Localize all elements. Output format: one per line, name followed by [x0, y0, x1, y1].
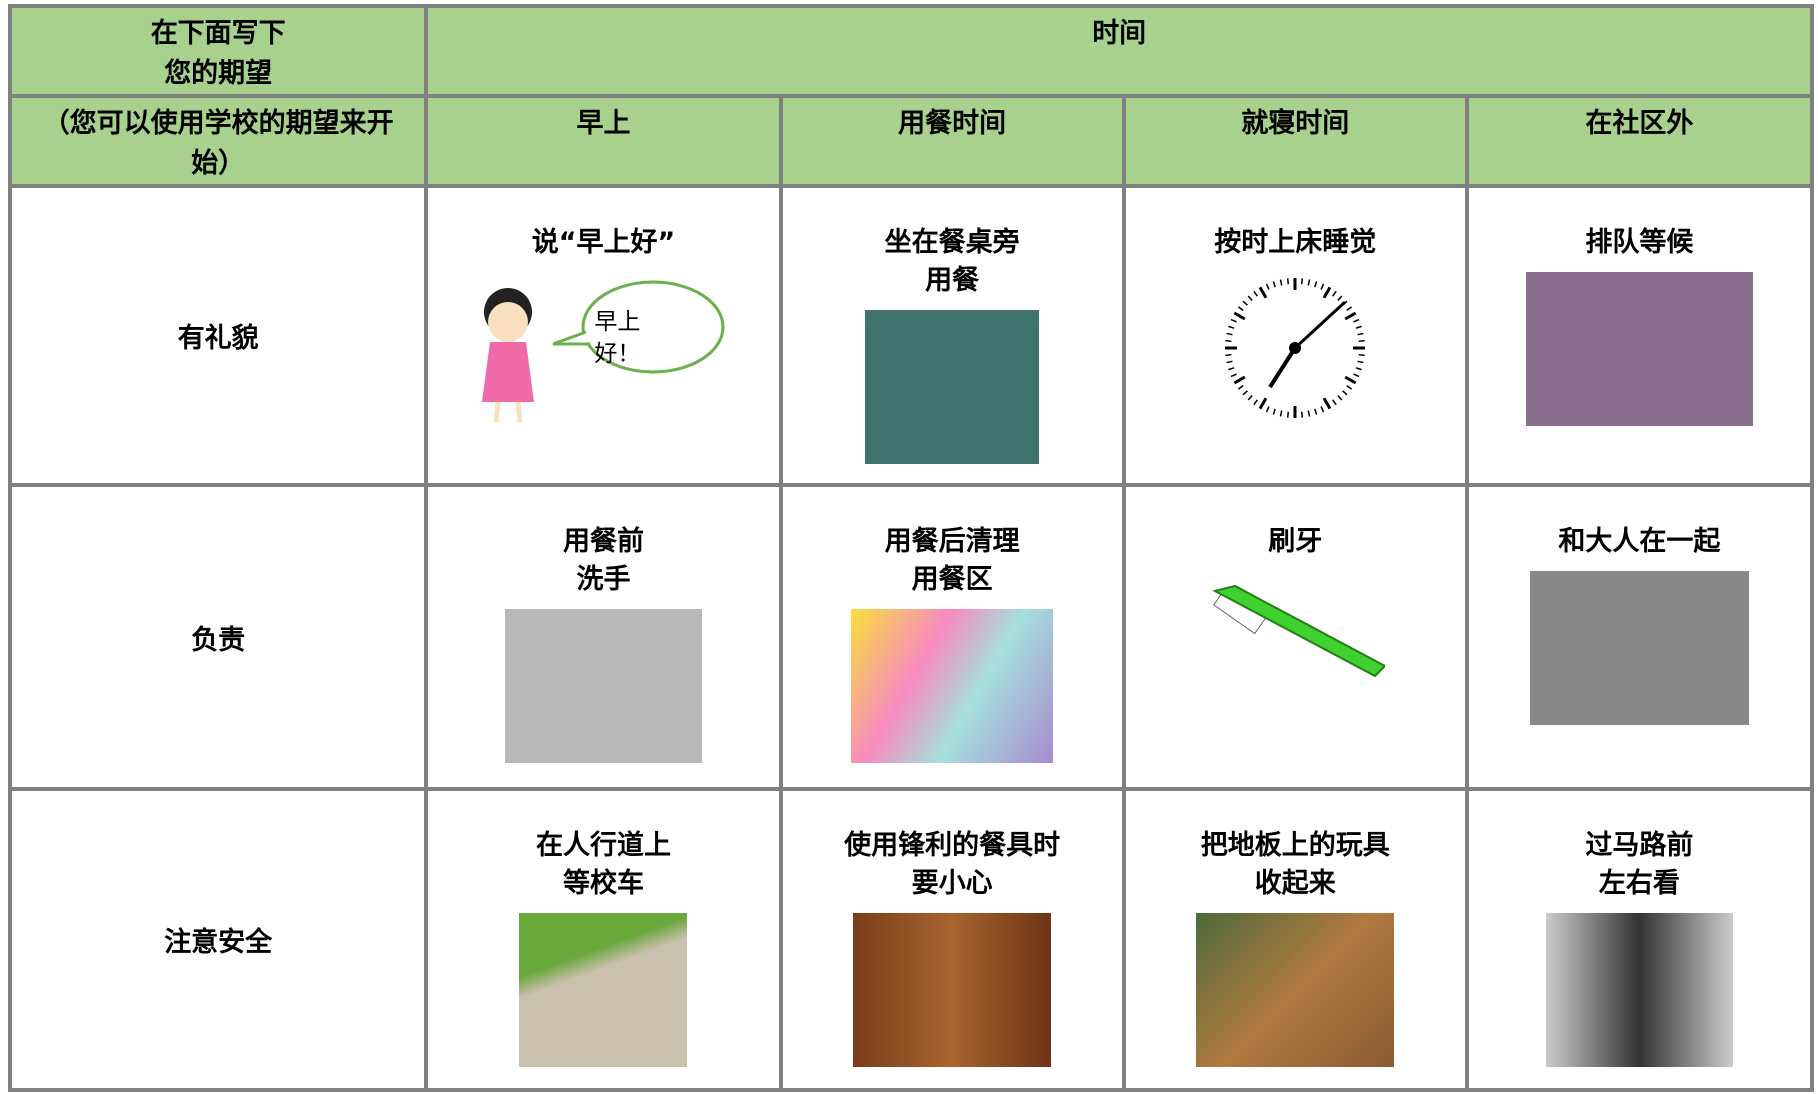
cell-text: 过马路前 — [1585, 830, 1694, 861]
time-header: 时间 — [424, 4, 1814, 98]
cell: 说“早上好” 早上好！ — [424, 184, 783, 487]
picture — [865, 310, 1040, 464]
speech-bubble: 早上好！ — [594, 306, 640, 370]
cell-text: 坐在餐桌旁 — [884, 227, 1020, 258]
row: 有礼貌 说“早上好” 早上好！ 坐在餐桌旁用餐 按时上床睡觉 排队等候 — [7, 184, 1815, 487]
cell: 使用锋利的餐具时 要小心 — [778, 787, 1126, 1092]
picture-holder — [1469, 571, 1810, 725]
cell: 过马路前 左右看 — [1464, 787, 1815, 1092]
picture-holder — [783, 310, 1122, 464]
cell-text: 左右看 — [1598, 868, 1680, 899]
picture-holder: 早上好！ — [428, 272, 778, 432]
cell-text: 说“早上好” — [531, 227, 676, 258]
row: 注意安全 在人行道上 等校车 使用锋利的餐具时 要小心 把地板上的玩具 收起来 过马路前 左右看 — [7, 787, 1815, 1092]
cell: 把地板上的玩具 收起来 — [1121, 787, 1469, 1092]
picture-holder — [1126, 272, 1465, 432]
cell: 刷牙 — [1121, 483, 1469, 791]
picture-holder — [783, 913, 1122, 1067]
cell-text: 使用锋利的餐具时 — [844, 830, 1061, 861]
column-header-row: （您可以使用学校的期望来开始） 早上 用餐时间 就寝时间 在社区外 — [7, 94, 1815, 188]
picture — [853, 913, 1052, 1067]
cell-text: 洗手 — [576, 564, 631, 595]
cell-text: 收起来 — [1254, 868, 1336, 899]
row-label: 负责 — [7, 483, 429, 791]
picture — [1545, 913, 1733, 1067]
cell: 在人行道上 等校车 — [424, 787, 783, 1092]
cell: 排队等候 — [1464, 184, 1815, 487]
picture-holder — [428, 609, 778, 763]
table-body: 在下面写下 您的期望 时间 （您可以使用学校的期望来开始） 早上 用餐时间 就寝时间… — [7, 4, 1815, 1092]
cell-text: 刷牙 — [1268, 526, 1323, 557]
picture-holder — [1126, 913, 1465, 1067]
picture — [1525, 272, 1753, 426]
cell-text: 要小心 — [911, 868, 993, 899]
picture — [1225, 278, 1366, 418]
row: 负责 用餐前 洗手 用餐后清理 用餐区 刷牙 和大人在一起 — [7, 483, 1815, 791]
picture — [519, 913, 688, 1067]
cell-text: 把地板上的玩具 — [1200, 830, 1390, 861]
cell: 坐在餐桌旁 用餐 — [778, 184, 1126, 487]
header-row: 在下面写下 您的期望 时间 — [7, 4, 1814, 98]
bubble-text: 早上 — [594, 309, 641, 335]
picture-holder — [1469, 272, 1810, 426]
picture — [504, 609, 702, 763]
bubble-text: 好！ — [594, 341, 641, 367]
picture-holder — [428, 913, 778, 1067]
cell: 和大人在一起 — [1464, 483, 1815, 791]
cell-text: 按时上床睡觉 — [1214, 227, 1377, 258]
cell-text: 排队等候 — [1585, 227, 1694, 258]
column-header: 用餐时间 — [778, 94, 1126, 188]
picture — [1212, 584, 1386, 678]
expectations-table: 在下面写下 您的期望 时间 （您可以使用学校的期望来开始） 早上 用餐时间 就寝时间… — [7, 4, 1815, 1092]
picture-holder — [1126, 571, 1465, 691]
cell: 按时上床睡觉 — [1121, 184, 1469, 487]
cell-text: 用餐区 — [911, 564, 993, 595]
cell: 用餐后清理 用餐区 — [778, 483, 1126, 791]
cell-text: 用餐前 — [562, 526, 644, 557]
hint-cell: （您可以使用学校的期望来开始） — [7, 94, 429, 188]
row-label: 注意安全 — [7, 787, 429, 1092]
column-header: 在社区外 — [1464, 94, 1815, 188]
picture — [1196, 913, 1395, 1067]
picture — [482, 280, 725, 423]
header-cell: 在下面写下 您的期望 — [7, 4, 429, 98]
header-line: 在下面写下 — [150, 18, 286, 49]
picture — [851, 609, 1054, 763]
row-label: 有礼貌 — [7, 184, 429, 487]
cell-text: 等校车 — [562, 868, 644, 899]
picture — [1529, 571, 1749, 725]
picture-holder — [783, 609, 1122, 763]
cell-text: 和大人在一起 — [1558, 526, 1721, 557]
cell-text: 用餐后清理 — [884, 526, 1020, 557]
picture-holder — [1469, 913, 1810, 1067]
column-header: 就寝时间 — [1121, 94, 1469, 188]
cell-text: 在人行道上 — [535, 830, 671, 861]
column-header: 早上 — [424, 94, 783, 188]
header-line: 您的期望 — [164, 58, 273, 89]
cell: 用餐前 洗手 — [424, 483, 783, 791]
cell-text: 用餐 — [925, 265, 980, 296]
